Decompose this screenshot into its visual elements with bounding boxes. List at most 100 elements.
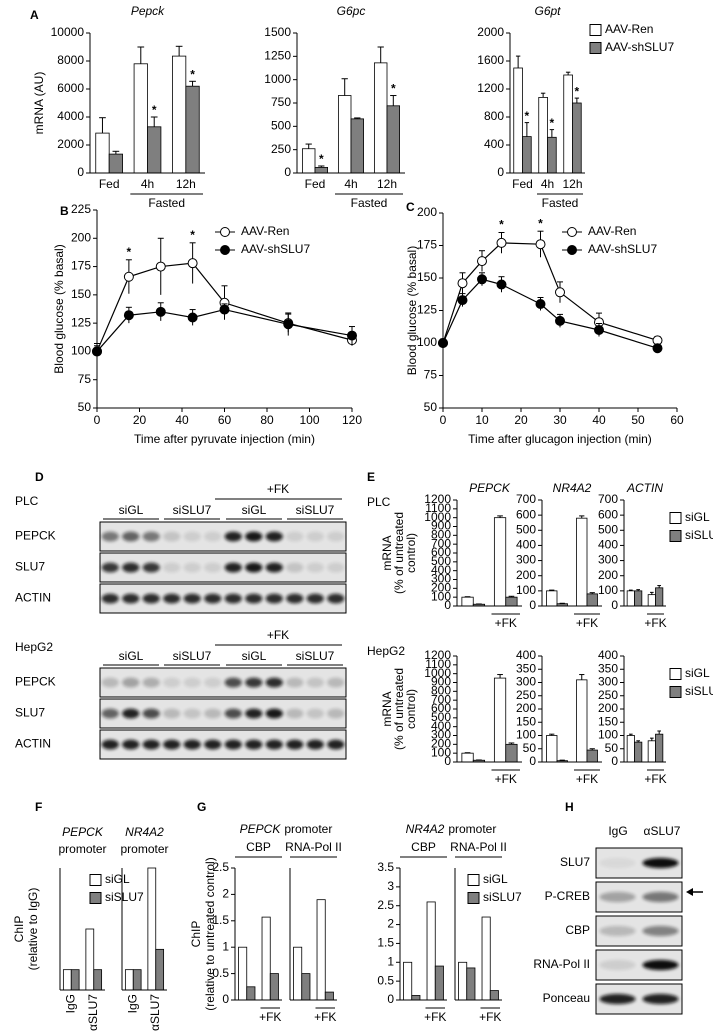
y-tick-label: 200 [431,581,451,595]
y-tick-label: 400 [431,563,451,577]
blot-band [265,562,283,573]
x-tick-label: 0 [440,413,447,427]
blot-row-label: ACTIN [15,591,51,605]
bar [434,965,444,1001]
group-label: siGL [242,503,267,517]
x-tick-label: +FK [479,1010,501,1024]
blot-band [183,562,201,573]
blot-band [204,531,222,542]
bar [261,916,271,1001]
blot-band [306,531,324,542]
blot-band [122,708,140,719]
y-axis-label: Blood glucose (% basal) [405,246,419,375]
y-tick-label: 100 [516,583,536,597]
y-tick-label: 125 [417,303,437,317]
y-tick-label: 800 [431,684,451,698]
treatment-label: +FK [267,482,289,496]
point [155,306,166,317]
y-tick-label: 250 [271,142,291,156]
panel-label: F [35,800,42,814]
x-axis-label: Time after glucagon injection (min) [468,432,652,446]
treatment-label: +FK [267,628,289,642]
y-tick-label: 10000 [51,25,85,39]
bar [572,102,582,174]
y-tick-label: 300 [431,728,451,742]
panel-label: G [197,800,206,814]
x-tick-label: 40 [592,413,606,427]
blot-band [224,677,242,688]
blot-row-label: SLU7 [15,706,45,720]
blot-band [183,708,201,719]
y-tick-label: 1000 [424,510,451,524]
chart-title: Pepck [131,4,165,18]
bar [62,969,72,991]
blot [99,667,347,698]
y-tick-label: 100 [417,335,437,349]
panel-label: D [35,470,44,484]
bar [626,735,635,763]
y-tick-label: 0 [284,165,291,179]
chart-title: G6pc [337,4,366,18]
blot-band [122,739,140,750]
panel-label: E [367,470,375,484]
chart-title: ACTIN [626,481,663,495]
significance-marker: * [391,82,396,96]
legend-label: siSLU7 [685,684,713,698]
blot-band [224,562,242,573]
bar [93,969,103,991]
blot-band [142,739,160,750]
y-tick-label: 400 [431,719,451,733]
blot-band [142,562,160,573]
bar [350,118,365,174]
y-tick-label: 0.5 [212,966,229,980]
y-axis-label: ChIP [189,921,203,948]
x-tick-label: Fed [512,177,533,191]
x-tick-label: IgG [63,994,77,1013]
blot-band [599,891,636,903]
bar [172,55,187,174]
blot-band [101,562,119,573]
y-tick-label: 500 [271,119,291,133]
y-tick-label: 600 [598,507,618,521]
bar [481,916,491,1001]
y-tick-label: 0 [77,165,84,179]
blot-row-label: SLU7 [560,855,590,869]
y-tick-label: 600 [431,545,451,559]
x-tick-label: +FK [314,1010,336,1024]
blot [99,729,347,760]
legend-label: AAV-Ren [588,224,636,238]
blot-band [265,708,283,719]
y-tick-label: 50 [424,400,438,414]
y-tick-label: 700 [431,692,451,706]
bar [403,961,413,1001]
blot-band [183,593,201,604]
y-tick-label: 100 [598,728,618,742]
y-axis-label: mRNA [380,535,394,570]
y-tick-label: 1.5 [377,936,394,950]
x-tick-label: 12h [377,177,397,191]
blot-band [142,677,160,688]
legend-swatch [669,668,682,680]
blot-band [642,925,679,937]
group-label: siSLU7 [296,503,335,517]
blot-band [642,891,679,903]
bar [70,969,80,991]
y-tick-label: 1000 [264,72,291,86]
blot-band [306,739,324,750]
bar [461,596,474,607]
x-tick-label: +FK [576,772,598,786]
y-tick-label: 3 [387,879,394,893]
bar [386,105,401,174]
blot-band [245,708,263,719]
y-tick-label: 100 [598,583,618,597]
x-tick-label: Fed [305,177,326,191]
y-tick-label: 150 [417,270,437,284]
blot-band [286,562,304,573]
y-tick-label: 1600 [477,53,504,67]
legend-marker [220,227,230,237]
legend-label: siGL [105,872,130,886]
blot-band [204,677,222,688]
y-tick-label: 50 [605,741,619,755]
